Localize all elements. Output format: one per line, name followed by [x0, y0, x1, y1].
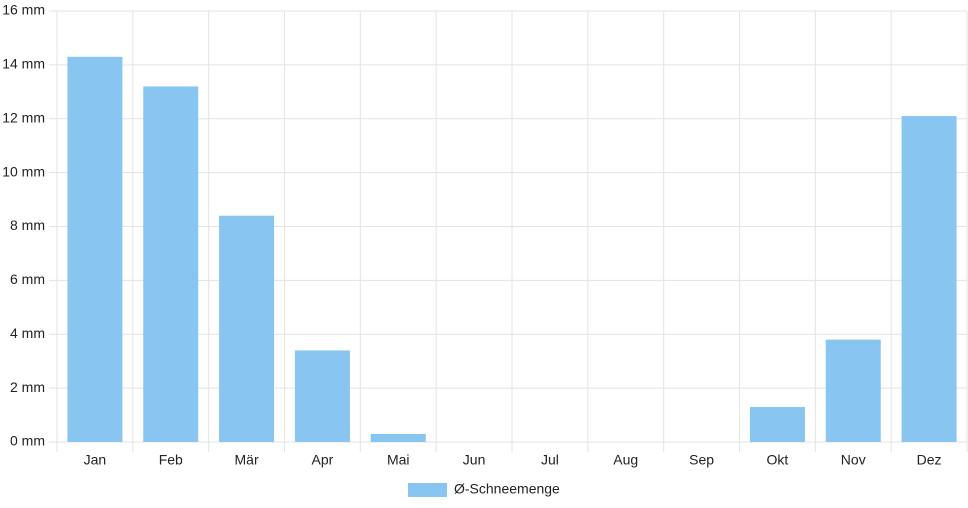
bar	[749, 406, 805, 442]
bar	[370, 433, 426, 442]
y-tick-label: 0 mm	[10, 433, 45, 449]
bar	[294, 350, 350, 442]
bar	[901, 116, 957, 443]
bar	[143, 86, 199, 443]
bar	[825, 339, 881, 442]
y-tick-label: 14 mm	[2, 56, 45, 72]
y-tick-label: 6 mm	[10, 271, 45, 287]
y-tick-label: 4 mm	[10, 325, 45, 341]
x-tick-label: Mär	[235, 452, 259, 468]
x-tick-label: Jul	[541, 452, 559, 468]
x-tick-label: Jan	[84, 452, 107, 468]
x-tick-label: Dez	[917, 452, 942, 468]
x-tick-label: Apr	[312, 452, 334, 468]
x-tick-label: Mai	[387, 452, 410, 468]
y-tick-label: 8 mm	[10, 217, 45, 233]
y-tick-label: 12 mm	[2, 109, 45, 125]
x-tick-label: Feb	[159, 452, 183, 468]
x-tick-label: Aug	[613, 452, 638, 468]
y-tick-label: 16 mm	[2, 2, 45, 18]
x-tick-label: Jun	[463, 452, 486, 468]
legend-swatch	[408, 483, 447, 497]
x-tick-label: Nov	[841, 452, 866, 468]
legend-label: Ø-Schneemenge	[454, 481, 560, 497]
y-tick-label: 2 mm	[10, 379, 45, 395]
bar	[219, 215, 275, 442]
y-tick-label: 10 mm	[2, 163, 45, 179]
bar	[67, 56, 123, 442]
x-tick-label: Sep	[689, 452, 714, 468]
x-tick-label: Okt	[767, 452, 789, 468]
